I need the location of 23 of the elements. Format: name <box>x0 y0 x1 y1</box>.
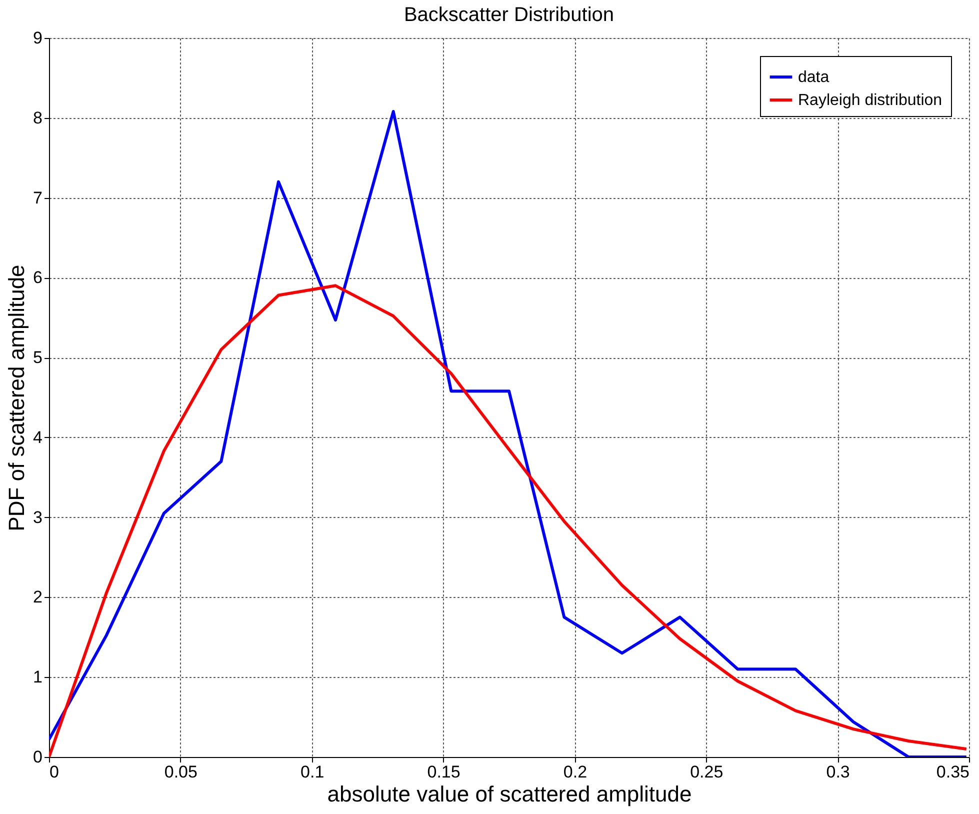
chart-title: Backscatter Distribution <box>404 4 614 26</box>
y-tick-label: 7 <box>33 188 42 208</box>
y-tick-label: 0 <box>33 748 42 766</box>
y-tick-label: 1 <box>33 668 42 687</box>
x-tick-label: 0.2 <box>563 762 588 782</box>
y-tick-label: 2 <box>33 588 42 607</box>
y-tick-label: 9 <box>33 28 42 48</box>
x-tick-label: 0 <box>50 762 59 782</box>
x-tick-label: 0.15 <box>427 762 460 782</box>
y-tick-label: 8 <box>33 108 42 128</box>
x-tick-label: 0.1 <box>300 762 324 782</box>
y-tick-label: 4 <box>33 428 42 447</box>
legend-label: data <box>798 69 830 86</box>
x-tick-label: 0.3 <box>826 762 850 782</box>
x-axis-title: absolute value of scattered amplitude <box>327 782 692 806</box>
y-tick-label: 5 <box>33 348 42 368</box>
y-axis-title: PDF of scattered amplitude <box>4 264 30 532</box>
y-tick-label: 6 <box>33 268 42 288</box>
x-tick-label: 0.05 <box>164 762 198 782</box>
x-tick-label: 0.25 <box>690 762 724 782</box>
x-tick-label: 0.35 <box>936 762 970 782</box>
legend-label: Rayleigh distribution <box>798 92 942 109</box>
y-tick-label: 3 <box>33 508 42 527</box>
